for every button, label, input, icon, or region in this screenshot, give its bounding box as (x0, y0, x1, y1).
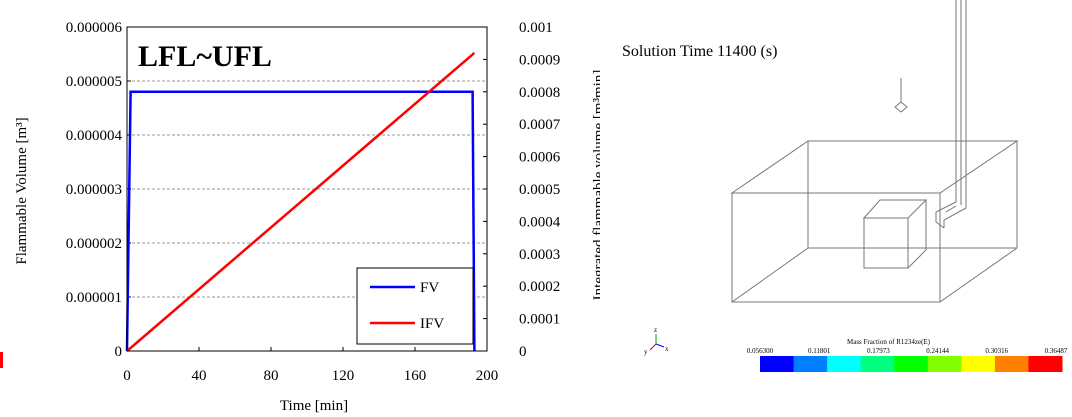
y-tick-label: 0.000003 (66, 182, 122, 198)
colorbar-segment (961, 356, 996, 372)
axis-label-z: z (654, 326, 657, 334)
chart: 0 0.000001 0.000002 0.000003 0.000004 0.00000… (0, 20, 600, 414)
colorbar-segment (860, 356, 895, 372)
colorbar-segment (827, 356, 862, 372)
colorbar-tick-label: 0.17973 (867, 347, 890, 355)
y2-tick-label: 0.0008 (519, 85, 560, 101)
domain-box (730, 140, 1019, 303)
left-edge-artifact (0, 352, 3, 368)
y2-tick-label: 0.0002 (519, 279, 560, 295)
y-tick-label: 0.000006 (66, 20, 123, 36)
y-tick-label: 0.000004 (66, 128, 123, 144)
range-annotation: LFL~UFL (138, 40, 272, 73)
colorbar-title: Mass Fraction of R1234ze(E) (847, 338, 931, 346)
colorbar-tick-label: 0.30316 (985, 347, 1008, 355)
y-tick-label: 0.000002 (66, 236, 122, 252)
axis-label-y: y (644, 348, 648, 356)
colorbar-segment (927, 356, 962, 372)
plot-frame (126, 26, 488, 352)
colorbar-segment (760, 356, 795, 372)
y-axis-title: Flammable Volume [m³] (14, 117, 30, 264)
y-tick-label: 0.000001 (66, 290, 122, 306)
y2-tick-label: 0.0004 (519, 214, 561, 230)
y-tick-label: 0.000005 (66, 74, 122, 90)
x-tick-label: 160 (404, 368, 427, 384)
colorbar-ticks: 0.056300 0.11801 0.17973 0.24144 0.30316 0.36… (747, 347, 1068, 355)
colorbar-segment (894, 356, 929, 372)
series-line-ifv (126, 51, 476, 352)
x-axis-title: Time [min] (280, 398, 348, 414)
y2-tick-label: 0.0005 (519, 182, 560, 198)
x-tick-label: 0 (123, 368, 131, 384)
y2-tick-label: 0 (519, 344, 527, 360)
y2-tick-label: 0.0003 (519, 247, 560, 263)
inner-cube (862, 199, 928, 269)
colorbar-tick-label: 0.11801 (808, 347, 831, 355)
outlet-marker (894, 101, 908, 113)
y2-tick-label: 0.0007 (519, 117, 561, 133)
colorbar-segment (793, 356, 828, 372)
legend-label-fv: FV (420, 280, 439, 296)
y2-tick-label: 0.0009 (519, 52, 560, 68)
y2-tick-label: 0.001 (519, 20, 553, 36)
x-tick-label: 40 (192, 368, 207, 384)
colorbar-tick-label: 0.24144 (926, 347, 949, 355)
x-tick-label: 120 (332, 368, 355, 384)
x-tick-label: 200 (476, 368, 499, 384)
colorbar (760, 356, 1063, 372)
y2-axis-title: Integrated flammable volume [m³min] (591, 70, 600, 301)
legend: FV IFV (356, 267, 474, 345)
axis-triad: z x y (644, 326, 669, 356)
series-line-fv (125, 90, 476, 352)
series-layer (125, 51, 476, 352)
grid-lines (127, 80, 487, 298)
leak-pipe (935, 0, 967, 229)
x-axis-ticks: 0 40 80 120 160 200 (123, 347, 498, 384)
legend-label-ifv: IFV (420, 316, 444, 332)
axis-label-x: x (665, 345, 669, 353)
y2-tick-label: 0.0006 (519, 150, 561, 166)
colorbar-tick-label: 0.36487 (1045, 347, 1068, 355)
y2-axis-ticks: 0 0.0001 0.0002 0.0003 0.0004 0.0005 0.0006 0.0… (483, 20, 561, 360)
y-tick-label: 0 (115, 344, 123, 360)
colorbar-segment (994, 356, 1029, 372)
colorbar-segment (1028, 356, 1063, 372)
colorbar-tick-label: 0.056300 (747, 347, 774, 355)
y-axis-ticks: 0 0.000001 0.000002 0.000003 0.000004 0.00000… (66, 20, 131, 360)
y2-tick-label: 0.0001 (519, 312, 560, 328)
legend-box (356, 267, 474, 345)
x-tick-label: 80 (264, 368, 279, 384)
solution-time-label: Solution Time 11400 (s) (622, 43, 777, 60)
contour-panel: Solution Time 11400 (s) z x y Mass Fract… (622, 0, 1068, 372)
